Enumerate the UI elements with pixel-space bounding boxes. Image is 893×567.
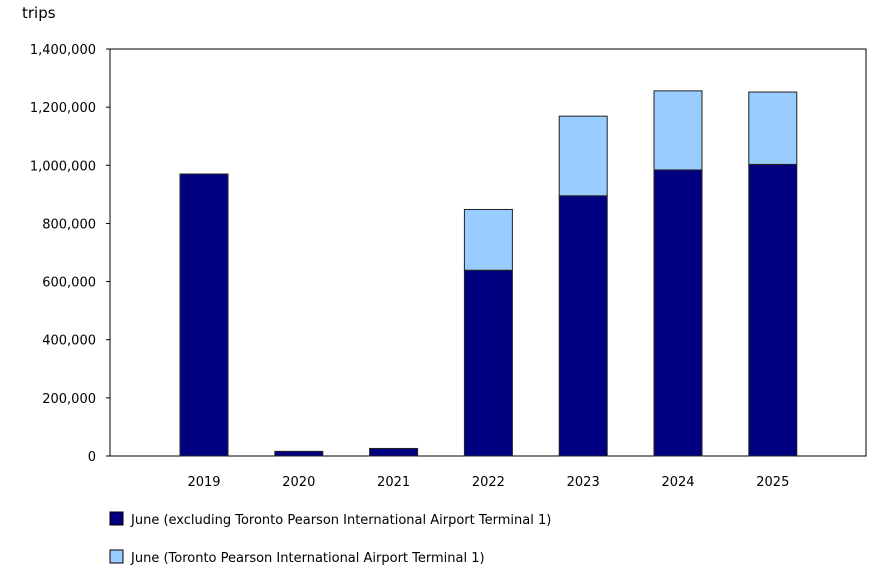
bar-2020-series-1 <box>274 450 324 457</box>
legend-label: June (excluding Toronto Pearson Internat… <box>130 513 551 528</box>
legend-swatch <box>109 511 124 526</box>
y-tick-label: 800,000 <box>42 217 96 232</box>
x-tick-label: 2020 <box>282 475 315 490</box>
bar-2022-series-1 <box>463 269 513 457</box>
bar-2025-series-1 <box>748 163 798 457</box>
bar-2023-series-1 <box>558 195 608 457</box>
y-tick-label: 200,000 <box>42 392 96 407</box>
bar-2024-series-1 <box>653 169 703 457</box>
y-tick-label: 1,000,000 <box>30 159 96 174</box>
x-tick-label: 2022 <box>472 475 505 490</box>
bar-2022-series-2 <box>463 208 513 271</box>
x-tick-label: 2019 <box>187 475 220 490</box>
bar-2025-series-2 <box>748 91 798 165</box>
y-tick-label: 600,000 <box>42 276 96 291</box>
bar-2024-series-2 <box>653 90 703 171</box>
legend-label: June (Toronto Pearson International Airp… <box>130 551 485 566</box>
y-tick-label: 1,200,000 <box>30 101 96 116</box>
bar-2023-series-2 <box>558 115 608 197</box>
legend-swatch <box>109 549 124 564</box>
y-axis-label: trips <box>22 4 56 22</box>
x-tick-label: 2025 <box>756 475 789 490</box>
x-tick-label: 2024 <box>661 475 694 490</box>
y-tick-label: 1,400,000 <box>30 43 96 58</box>
bar-2021-series-1 <box>369 447 419 457</box>
y-tick-label: 400,000 <box>42 334 96 349</box>
bar-2019-series-1 <box>179 173 229 457</box>
x-tick-label: 2023 <box>567 475 600 490</box>
y-tick-label: 0 <box>88 450 96 465</box>
x-tick-label: 2021 <box>377 475 410 490</box>
